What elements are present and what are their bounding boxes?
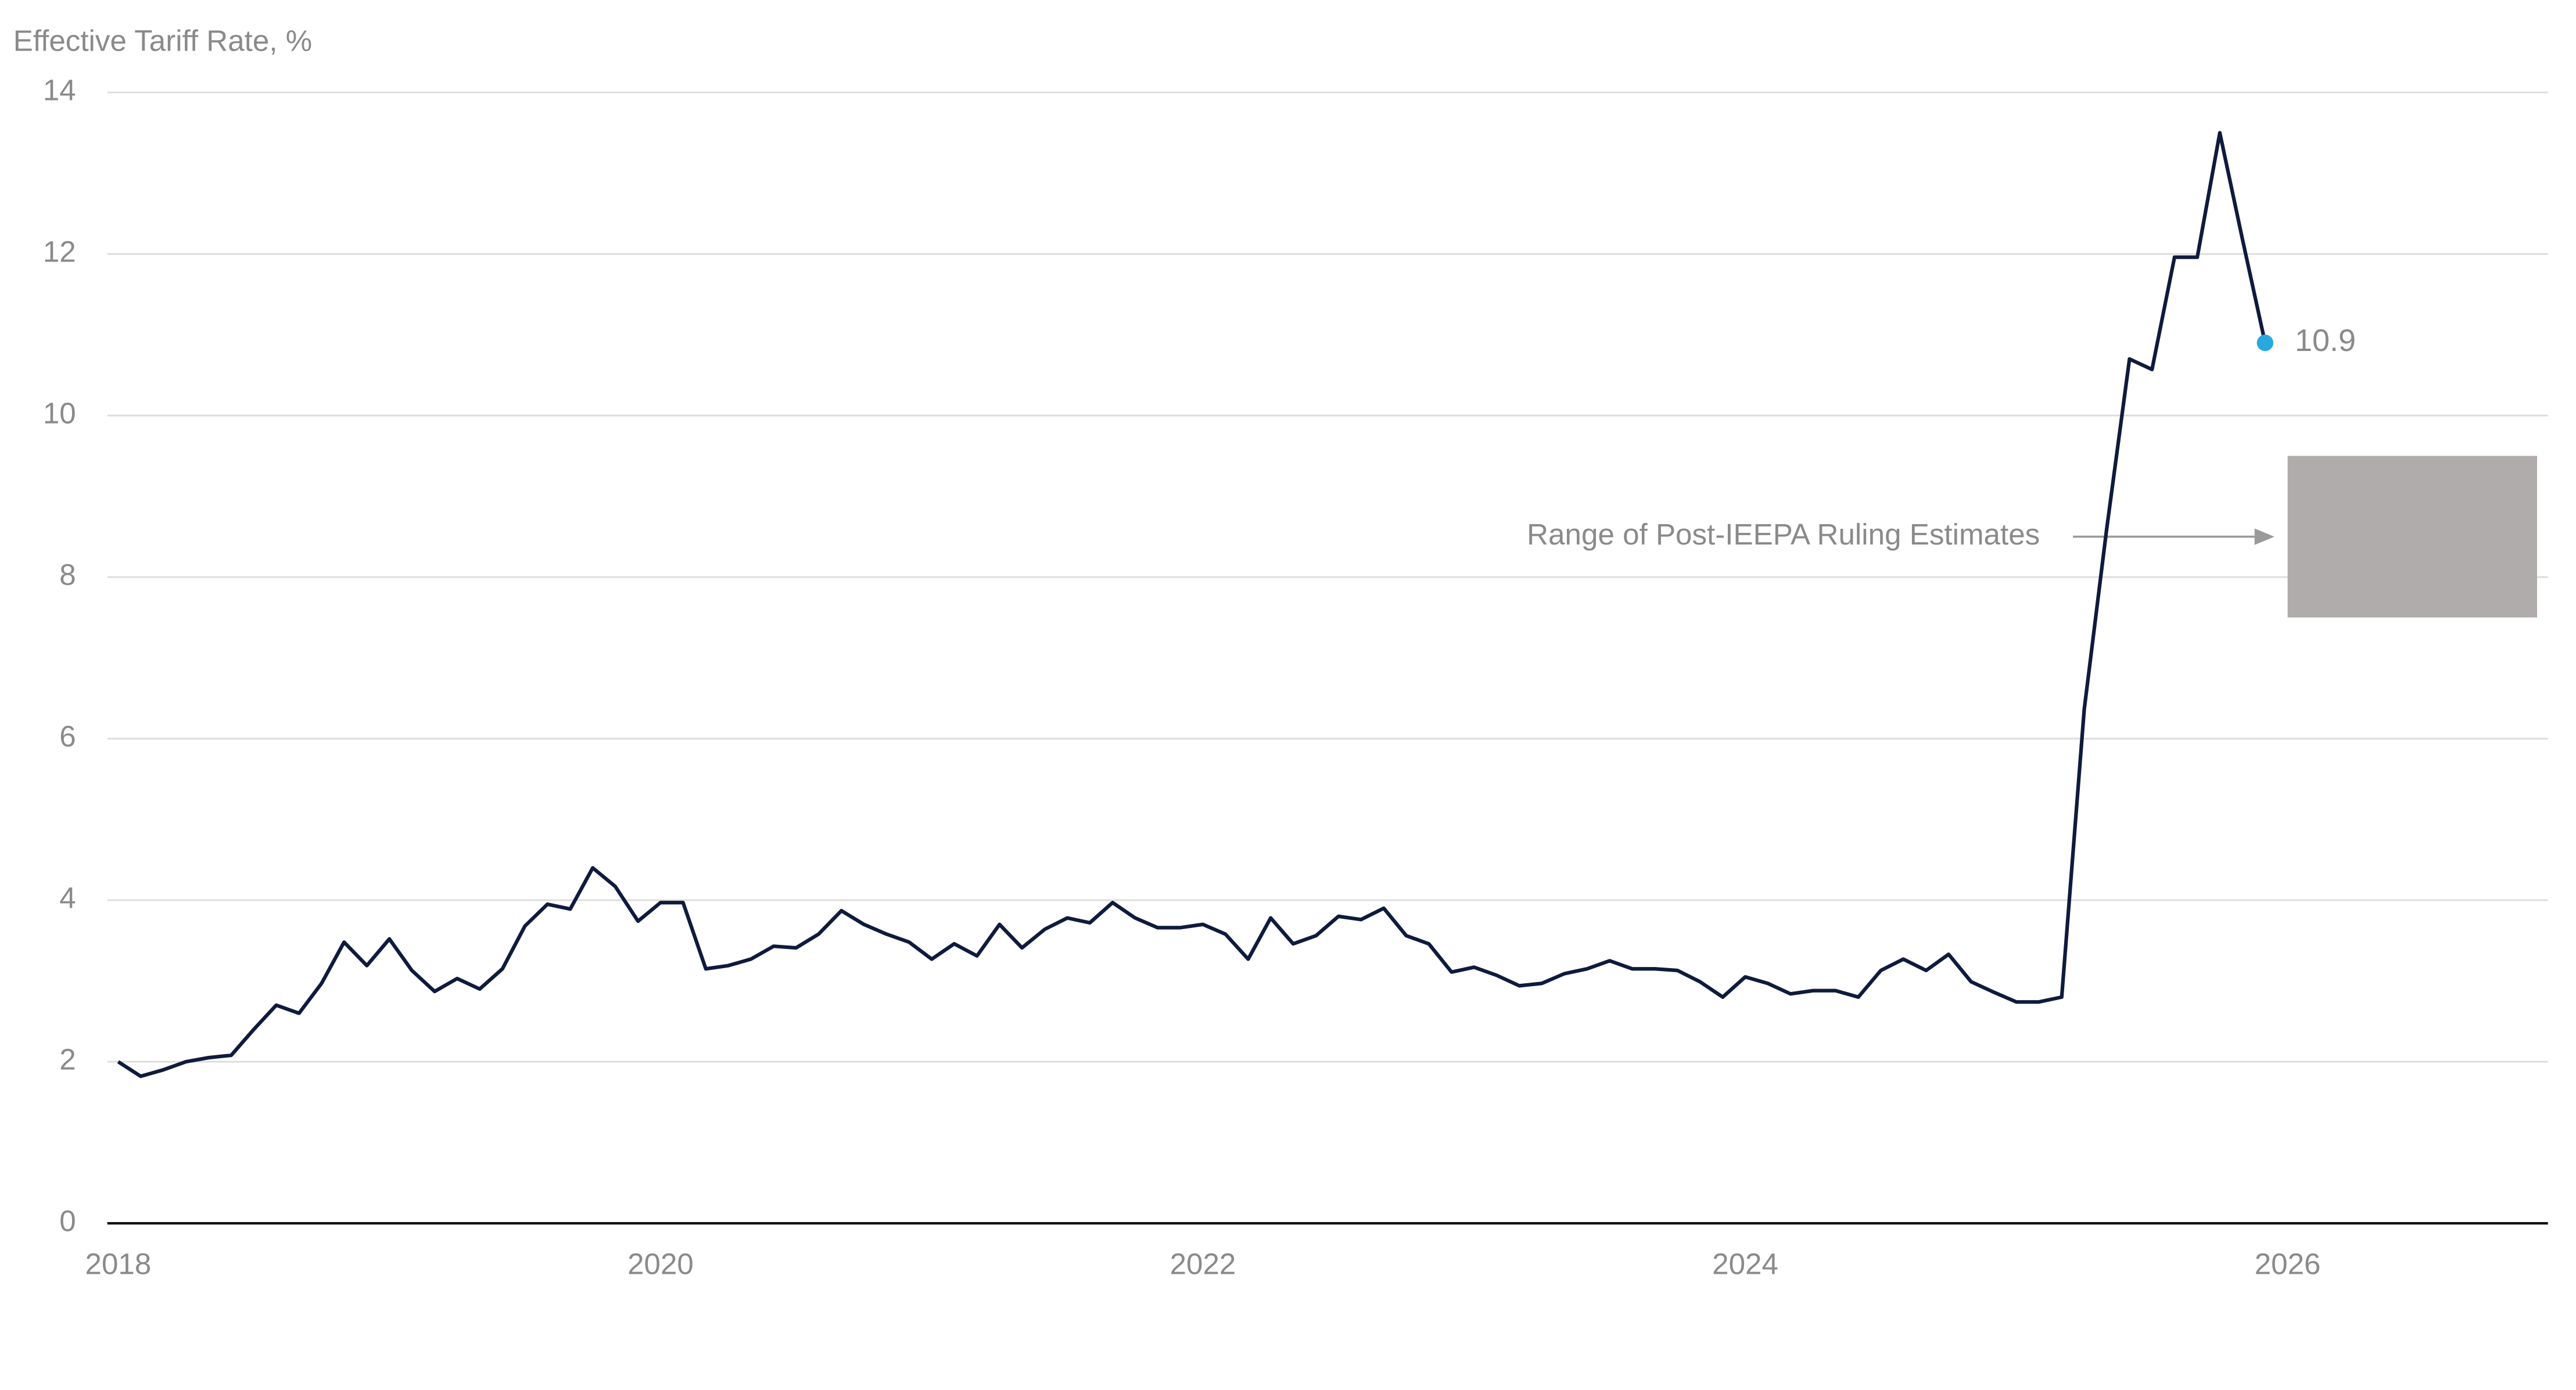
last-value-label: 10.9 bbox=[2295, 323, 2356, 358]
y-tick-label: 10 bbox=[43, 397, 76, 430]
x-tick-label: 2026 bbox=[2255, 1247, 2321, 1280]
last-point bbox=[2256, 334, 2274, 352]
y-tick-label: 14 bbox=[43, 74, 76, 107]
annotation-label: Range of Post-IEEPA Ruling Estimates bbox=[1527, 518, 2040, 551]
y-tick-label: 0 bbox=[59, 1205, 76, 1238]
y-axis-title: Effective Tariff Rate, % bbox=[13, 24, 312, 57]
x-tick-label: 2020 bbox=[627, 1247, 694, 1280]
y-tick-label: 6 bbox=[59, 720, 76, 753]
annotation-arrowhead bbox=[2254, 528, 2274, 545]
y-tick-label: 12 bbox=[43, 235, 76, 268]
series-line bbox=[117, 131, 2267, 1079]
y-tick-label: 8 bbox=[59, 558, 76, 592]
x-tick-label: 2022 bbox=[1170, 1247, 1236, 1280]
y-tick-label: 4 bbox=[59, 882, 76, 915]
x-tick-label: 2024 bbox=[1712, 1247, 1778, 1280]
y-tick-label: 2 bbox=[59, 1043, 76, 1076]
range-box bbox=[2287, 456, 2538, 618]
x-tick-label: 2018 bbox=[85, 1247, 152, 1280]
